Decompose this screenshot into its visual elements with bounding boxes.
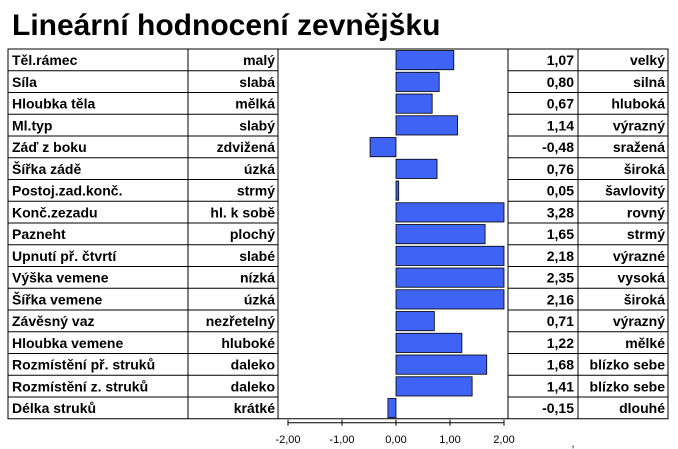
bar	[395, 354, 488, 375]
value-label: 0,80	[547, 74, 574, 90]
bar	[395, 289, 505, 310]
low-extreme-label: zdvižená	[217, 139, 276, 155]
bar	[395, 115, 458, 136]
bar	[387, 398, 397, 419]
trait-label: Výška vemene	[12, 270, 109, 286]
x-tick-label: 0,00	[385, 434, 406, 446]
bar	[395, 224, 486, 245]
low-extreme-label: úzká	[244, 161, 275, 177]
low-extreme-label: hl. k sobě	[210, 204, 275, 220]
high-extreme-label: široká	[624, 161, 665, 177]
high-extreme-label: široká	[624, 291, 665, 307]
value-label: 1,68	[547, 357, 574, 373]
page-title: Lineární hodnocení zevnějšku	[12, 9, 441, 42]
low-extreme-label: hluboké	[221, 335, 275, 351]
high-extreme-label: výrazné	[613, 248, 665, 264]
value-label: 2,35	[547, 270, 574, 286]
bar	[395, 93, 433, 114]
bar	[395, 267, 505, 288]
trait-label: Hloubka těla	[12, 96, 95, 112]
low-extreme-label: slabé	[239, 248, 275, 264]
value-label: 1,14	[547, 117, 574, 133]
value-label: 1,07	[547, 52, 574, 68]
high-extreme-label: mělké	[625, 335, 665, 351]
value-label: -0,48	[542, 139, 574, 155]
high-extreme-label: blízko sebe	[590, 378, 666, 394]
trait-label: Síla	[12, 74, 37, 90]
x-tick-label: 1,00	[439, 434, 460, 446]
value-label: 1,41	[547, 378, 574, 394]
low-extreme-label: malý	[243, 52, 275, 68]
high-extreme-label: vysoká	[618, 270, 666, 286]
bar	[395, 180, 400, 201]
low-extreme-label: daleko	[231, 378, 275, 394]
low-extreme-label: slabý	[239, 117, 275, 133]
value-label: -0,15	[542, 400, 574, 416]
low-extreme-label: slabá	[239, 74, 275, 90]
table-border	[7, 48, 669, 420]
high-extreme-label: sražená	[613, 139, 665, 155]
low-extreme-label: úzká	[244, 291, 275, 307]
value-label: 3,28	[547, 204, 574, 220]
trait-label: Hloubka vemene	[12, 335, 123, 351]
value-label: 0,05	[547, 183, 574, 199]
trait-label: Šířka zádě	[12, 160, 81, 177]
high-extreme-label: strmý	[627, 226, 665, 242]
x-tick-label: -1,00	[329, 434, 354, 446]
bar	[395, 311, 435, 332]
trait-label: Těl.rámec	[12, 52, 78, 68]
bar	[395, 245, 505, 266]
bar	[395, 376, 473, 397]
value-label: 0,67	[547, 96, 574, 112]
x-tick-label: -2,00	[275, 434, 300, 446]
value-label: 0,71	[547, 313, 574, 329]
stray-mark: ,	[571, 438, 574, 449]
value-label: 2,18	[547, 248, 574, 264]
value-label: 1,22	[547, 335, 574, 351]
trait-label: Šířka vemene	[12, 290, 102, 307]
trait-label: Konč.zezadu	[12, 204, 98, 220]
high-extreme-label: velký	[630, 52, 665, 68]
bar	[395, 158, 438, 179]
trait-label: Ml.typ	[12, 117, 52, 133]
low-extreme-label: strmý	[237, 183, 275, 199]
low-extreme-label: daleko	[231, 357, 275, 373]
x-tick-label: 2,00	[493, 434, 514, 446]
high-extreme-label: výrazný	[613, 117, 665, 133]
high-extreme-label: silná	[633, 74, 665, 90]
bar	[395, 332, 463, 353]
trait-label: Rozmístění př. struků	[12, 357, 155, 373]
bar	[395, 202, 505, 223]
high-extreme-label: blízko sebe	[590, 357, 666, 373]
bar	[369, 137, 397, 158]
high-extreme-label: šavlovitý	[605, 183, 665, 199]
high-extreme-label: výrazný	[613, 313, 665, 329]
value-label: 0,76	[547, 161, 574, 177]
bar	[395, 71, 440, 92]
trait-label: Postoj.zad.konč.	[12, 183, 122, 199]
low-extreme-label: krátké	[234, 400, 275, 416]
trait-label: Délka struků	[12, 400, 96, 416]
trait-label: Pazneht	[12, 226, 66, 242]
value-label: 1,65	[547, 226, 574, 242]
high-extreme-label: rovný	[627, 204, 665, 220]
high-extreme-label: dlouhé	[619, 400, 665, 416]
low-extreme-label: nízká	[240, 270, 275, 286]
low-extreme-label: nezřetelný	[206, 313, 275, 329]
bar	[395, 50, 455, 71]
trait-label: Závěsný vaz	[12, 313, 95, 329]
value-label: 2,16	[547, 291, 574, 307]
low-extreme-label: mělká	[235, 96, 275, 112]
high-extreme-label: hluboká	[611, 96, 665, 112]
trait-label: Rozmístění z. struků	[12, 378, 148, 394]
trait-label: Záď z boku	[12, 139, 87, 155]
low-extreme-label: plochý	[230, 226, 275, 242]
trait-label: Upnutí př. čtvrtí	[12, 248, 117, 264]
